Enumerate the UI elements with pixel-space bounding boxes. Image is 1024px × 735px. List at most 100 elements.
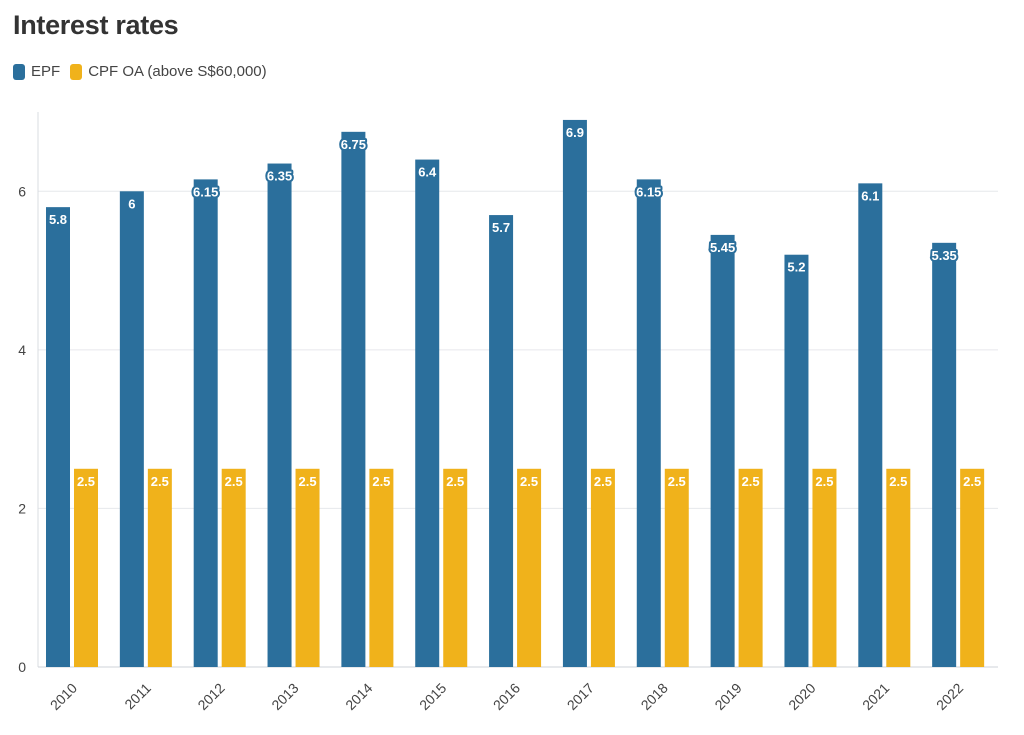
data-label: 2.5 <box>372 474 390 489</box>
x-tick-label: 2011 <box>121 680 154 713</box>
bar-cpf-oa[interactable] <box>886 468 911 667</box>
bar-epf[interactable] <box>784 254 809 667</box>
legend-swatch-cpf-oa <box>70 63 83 80</box>
bar-epf[interactable] <box>562 119 587 667</box>
data-label: 5.2 <box>787 260 805 275</box>
legend-item-cpf-oa[interactable]: CPF OA (above S$60,000) <box>70 63 267 80</box>
data-label: 2.5 <box>77 474 95 489</box>
data-label-halo: 6.15 <box>193 184 218 199</box>
x-tick-label: 2017 <box>564 680 597 713</box>
data-label: 5.8 <box>49 212 67 227</box>
data-label-halo: 2.5 <box>742 474 760 489</box>
data-label-halo: 2.5 <box>372 474 390 489</box>
x-tick-label: 2019 <box>711 680 744 713</box>
bar-cpf-oa[interactable] <box>738 468 763 667</box>
data-label-halo: 2.5 <box>77 474 95 489</box>
x-tick-label: 2021 <box>859 680 892 713</box>
data-label: 6.9 <box>566 125 584 140</box>
bar-epf[interactable] <box>415 159 440 668</box>
bar-cpf-oa[interactable] <box>517 468 542 667</box>
x-tick-label: 2014 <box>342 680 375 713</box>
data-label: 6.75 <box>341 137 366 152</box>
data-label-halo: 5.45 <box>710 240 735 255</box>
x-tick-label: 2020 <box>785 680 818 713</box>
bar-cpf-oa[interactable] <box>147 468 172 667</box>
bar-cpf-oa[interactable] <box>74 468 98 667</box>
chart-title: Interest rates <box>13 10 179 40</box>
data-label: 2.5 <box>225 474 243 489</box>
data-label: 5.7 <box>492 220 510 235</box>
data-label-halo: 2.5 <box>298 474 316 489</box>
legend: EPF CPF OA (above S$60,000) <box>13 63 277 80</box>
data-label-halo: 2.5 <box>963 474 981 489</box>
data-label-halo: 5.35 <box>931 248 956 263</box>
bar-epf[interactable] <box>932 242 957 668</box>
data-label-halo: 6.75 <box>341 137 366 152</box>
data-label: 2.5 <box>594 474 612 489</box>
x-tick-label: 2015 <box>416 680 449 713</box>
data-label-halo: 2.5 <box>225 474 243 489</box>
data-label: 2.5 <box>963 474 981 489</box>
data-label-halo: 6.9 <box>566 125 584 140</box>
data-label: 6.35 <box>267 169 292 184</box>
bar-cpf-oa[interactable] <box>369 468 394 667</box>
y-tick-label: 6 <box>18 183 26 199</box>
data-label: 2.5 <box>668 474 686 489</box>
data-label: 2.5 <box>151 474 169 489</box>
data-label-halo: 2.5 <box>520 474 538 489</box>
bar-epf[interactable] <box>46 207 70 667</box>
bar-epf[interactable] <box>119 191 144 668</box>
bar-epf[interactable] <box>710 234 735 667</box>
x-tick-label: 2012 <box>194 680 227 713</box>
data-label: 2.5 <box>520 474 538 489</box>
legend-label-epf: EPF <box>31 63 61 80</box>
bar-epf[interactable] <box>267 163 292 668</box>
bar-epf[interactable] <box>341 131 366 668</box>
bar-cpf-oa[interactable] <box>960 468 985 667</box>
bar-cpf-oa[interactable] <box>221 468 246 667</box>
data-label: 6.15 <box>636 184 661 199</box>
data-label-halo: 6.35 <box>267 169 292 184</box>
data-label: 2.5 <box>446 474 464 489</box>
data-label: 6.4 <box>418 165 437 180</box>
data-label: 2.5 <box>815 474 833 489</box>
legend-item-epf[interactable]: EPF <box>13 63 60 80</box>
data-label-halo: 2.5 <box>594 474 612 489</box>
data-label: 5.45 <box>710 240 735 255</box>
bar-cpf-oa[interactable] <box>295 468 320 667</box>
x-tick-label: 2010 <box>47 680 80 713</box>
data-label-halo: 6.4 <box>418 165 437 180</box>
bar-cpf-oa[interactable] <box>664 468 689 667</box>
bar-epf[interactable] <box>636 179 661 667</box>
y-tick-label: 4 <box>18 342 26 358</box>
bar-epf[interactable] <box>489 215 514 668</box>
data-label: 2.5 <box>889 474 907 489</box>
bar-epf[interactable] <box>193 179 218 667</box>
x-tick-label: 2013 <box>268 680 301 713</box>
bar-cpf-oa[interactable] <box>812 468 837 667</box>
data-label: 2.5 <box>742 474 760 489</box>
data-label-halo: 6 <box>128 196 135 211</box>
x-tick-label: 2016 <box>490 680 523 713</box>
data-label-halo: 2.5 <box>889 474 907 489</box>
bar-cpf-oa[interactable] <box>443 468 468 667</box>
data-label: 2.5 <box>298 474 316 489</box>
data-label-halo: 5.8 <box>49 212 67 227</box>
x-tick-label: 2022 <box>933 680 966 713</box>
data-label: 6.1 <box>861 188 879 203</box>
data-label-halo: 2.5 <box>815 474 833 489</box>
y-tick-label: 2 <box>18 500 26 516</box>
y-tick-label: 0 <box>18 659 26 675</box>
data-label-halo: 5.2 <box>787 260 805 275</box>
data-label: 6.15 <box>193 184 218 199</box>
bar-cpf-oa[interactable] <box>590 468 615 667</box>
data-label: 6 <box>128 196 135 211</box>
bar-epf[interactable] <box>858 183 883 667</box>
data-label-halo: 5.7 <box>492 220 510 235</box>
x-tick-label: 2018 <box>638 680 671 713</box>
data-label: 5.35 <box>931 248 956 263</box>
data-label-halo: 2.5 <box>151 474 169 489</box>
data-label-halo: 2.5 <box>446 474 464 489</box>
data-label-halo: 6.1 <box>861 188 879 203</box>
